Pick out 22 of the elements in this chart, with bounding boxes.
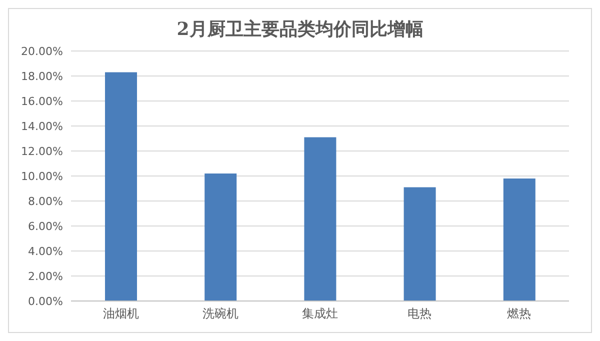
x-tick-label: 集成灶 [302, 306, 338, 321]
y-tick-label: 8.00% [28, 194, 63, 208]
y-tick-label: 14.00% [21, 120, 63, 133]
bar [304, 137, 336, 301]
x-tick-label: 油烟机 [102, 306, 139, 321]
x-tick-label: 洗碗机 [202, 306, 238, 321]
y-tick-label: 10.00% [21, 170, 63, 183]
y-tick-label: 16.00% [21, 94, 63, 108]
bar [105, 72, 137, 301]
x-tick-label: 燃热 [507, 306, 532, 321]
x-tick-label: 电热 [408, 306, 432, 321]
bar [404, 187, 436, 301]
y-tick-label: 4.00% [28, 244, 63, 258]
y-tick-label: 6.00% [28, 220, 63, 233]
bar [503, 178, 536, 301]
bar [204, 174, 237, 301]
y-tick-label: 0.00% [28, 294, 63, 308]
y-tick-label: 20.00% [21, 44, 63, 58]
y-tick-label: 18.00% [21, 70, 63, 83]
chart-title: 2月厨卫主要品类均价同比增幅 [176, 18, 424, 41]
y-tick-label: 2.00% [28, 270, 63, 283]
y-tick-label: 12.00% [21, 144, 63, 158]
